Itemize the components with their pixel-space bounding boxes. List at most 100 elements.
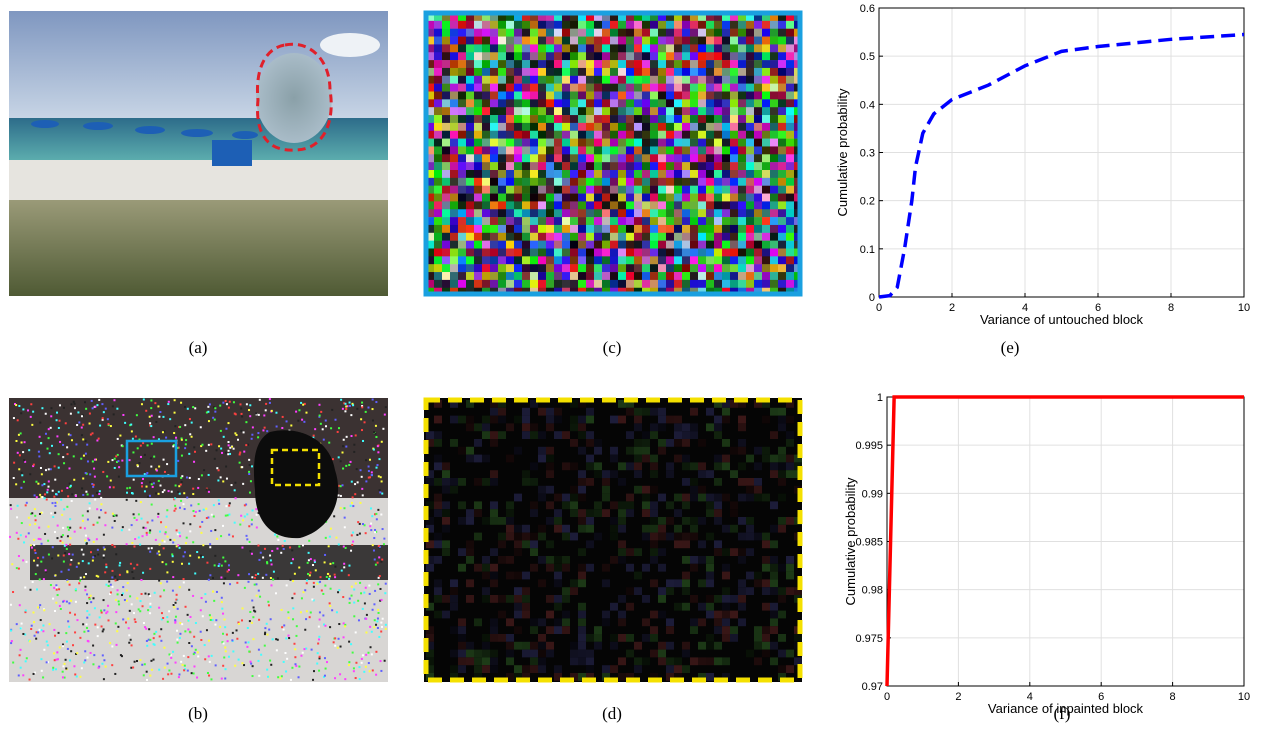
noise-cell	[778, 587, 786, 595]
noise-dot	[309, 616, 311, 618]
noise-cell	[626, 462, 634, 470]
noise-cell	[586, 540, 594, 548]
noise-cell	[786, 29, 794, 37]
noise-dot	[63, 508, 65, 510]
noise-dot	[210, 443, 212, 445]
noise-dot	[51, 557, 53, 559]
noise-cell	[682, 423, 690, 431]
noise-cell	[778, 68, 786, 76]
noise-cell	[586, 564, 594, 572]
noise-dot	[31, 512, 33, 514]
noise-cell	[578, 76, 586, 84]
noise-cell	[778, 29, 786, 37]
noise-cell	[490, 634, 498, 642]
noise-cell	[714, 280, 722, 288]
noise-dot	[21, 441, 23, 443]
noise-cell	[754, 256, 762, 264]
noise-dot	[164, 471, 166, 473]
noise-dot	[382, 618, 384, 620]
noise-dot	[351, 544, 353, 546]
noise-dot	[374, 558, 376, 560]
noise-cell	[442, 68, 450, 76]
noise-dot	[174, 505, 176, 507]
noise-cell	[706, 256, 714, 264]
noise-cell	[482, 44, 490, 52]
noise-dot	[362, 654, 364, 656]
noise-cell	[730, 123, 738, 131]
noise-dot	[343, 546, 345, 548]
noise-cell	[506, 249, 514, 257]
noise-cell	[682, 540, 690, 548]
noise-dot	[338, 589, 340, 591]
noise-cell	[610, 201, 618, 209]
noise-dot	[192, 493, 194, 495]
noise-dot	[91, 400, 93, 402]
noise-dot	[160, 582, 162, 584]
noise-dot	[348, 664, 350, 666]
noise-dot	[179, 622, 181, 624]
noise-cell	[770, 462, 778, 470]
noise-dot	[25, 660, 27, 662]
noise-dot	[201, 444, 203, 446]
noise-cell	[738, 256, 746, 264]
noise-dot	[355, 434, 357, 436]
noise-dot	[202, 556, 204, 558]
noise-cell	[442, 233, 450, 241]
noise-dot	[191, 422, 193, 424]
noise-cell	[594, 217, 602, 225]
noise-dot	[334, 637, 336, 639]
noise-dot	[43, 649, 45, 651]
noise-dot	[303, 648, 305, 650]
noise-dot	[111, 664, 113, 666]
noise-cell	[762, 249, 770, 257]
noise-dot	[377, 618, 379, 620]
noise-cell	[746, 115, 754, 123]
noise-dot	[324, 561, 326, 563]
noise-cell	[578, 37, 586, 45]
noise-cell	[602, 99, 610, 107]
noise-dot	[161, 612, 163, 614]
noise-dot	[353, 444, 355, 446]
noise-dot	[46, 661, 48, 663]
noise-dot	[97, 549, 99, 551]
noise-dot	[250, 661, 252, 663]
noise-dot	[129, 487, 131, 489]
noise-cell	[674, 146, 682, 154]
noise-cell	[658, 76, 666, 84]
noise-cell	[714, 478, 722, 486]
noise-dot	[149, 529, 151, 531]
noise-dot	[150, 660, 152, 662]
noise-cell	[658, 194, 666, 202]
noise-dot	[260, 552, 262, 554]
noise-cell	[538, 272, 546, 280]
noise-dot	[228, 534, 230, 536]
noise-cell	[466, 233, 474, 241]
noise-cell	[714, 99, 722, 107]
noise-dot	[232, 632, 234, 634]
noise-dot	[59, 420, 61, 422]
noise-cell	[602, 84, 610, 92]
noise-cell	[482, 478, 490, 486]
noise-dot	[83, 631, 85, 633]
noise-cell	[522, 139, 530, 147]
noise-cell	[698, 99, 706, 107]
noise-dot	[157, 516, 159, 518]
noise-cell	[698, 225, 706, 233]
noise-dot	[30, 628, 32, 630]
noise-cell	[754, 233, 762, 241]
noise-dot	[322, 614, 324, 616]
noise-cell	[650, 92, 658, 100]
noise-dot	[100, 610, 102, 612]
noise-cell	[746, 201, 754, 209]
noise-dot	[368, 470, 370, 472]
noise-cell	[466, 280, 474, 288]
noise-cell	[634, 146, 642, 154]
noise-cell	[458, 209, 466, 217]
noise-cell	[482, 186, 490, 194]
noise-dot	[133, 546, 135, 548]
noise-cell	[434, 249, 442, 257]
noise-dot	[140, 579, 142, 581]
noise-dot	[67, 526, 69, 528]
noise-cell	[618, 249, 626, 257]
noise-cell	[522, 595, 530, 603]
